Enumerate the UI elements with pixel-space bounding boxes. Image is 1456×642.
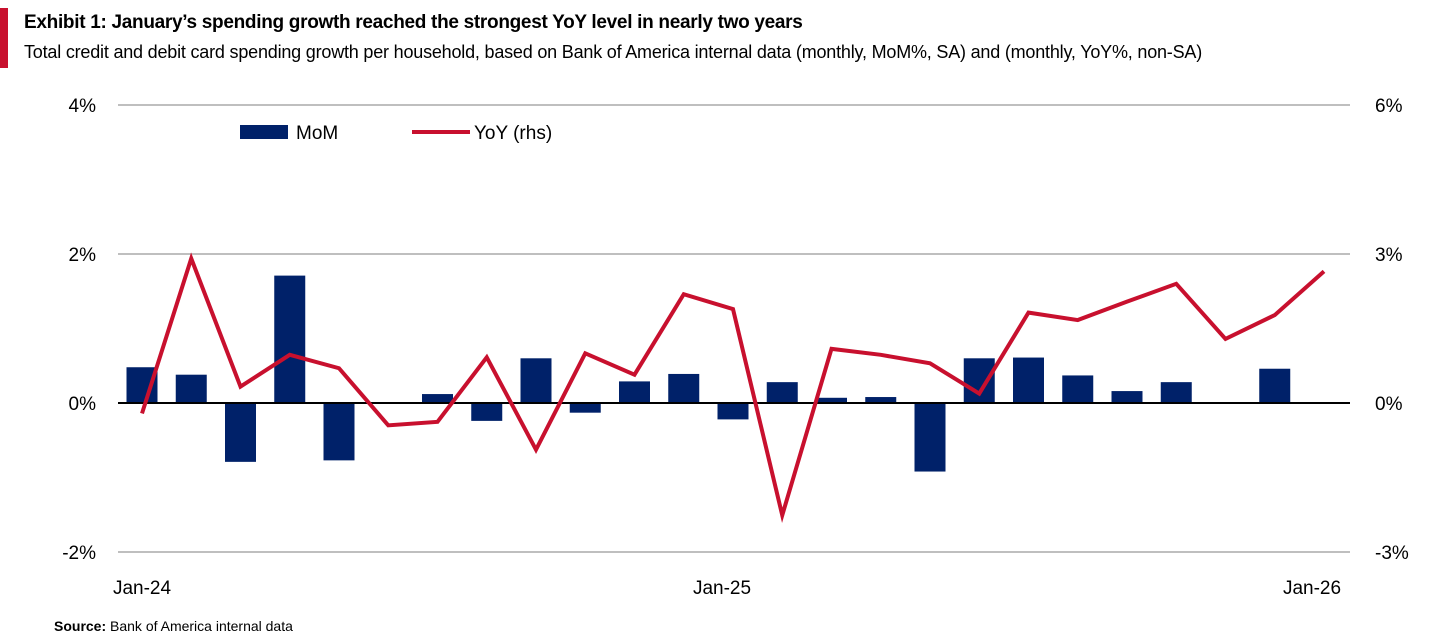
chart-subtitle: Total credit and debit card spending gro… [24,42,1203,62]
mom-bar-Jul-25 [1013,357,1044,403]
mom-bar-Sep-24 [520,358,552,403]
source-label: Source: [54,618,107,634]
mom-bar-Dec-24 [668,373,700,403]
legend-mom-swatch [240,125,288,139]
right-tick-label: 3% [1375,245,1403,266]
mom-bar-Jun-25 [963,358,995,403]
mom-bar-Feb-25 [766,382,798,403]
legend: MoM YoY (rhs) [240,123,552,144]
x-tick-label: Jan-24 [113,578,172,599]
legend-mom-label: MoM [296,123,338,144]
right-tick-label: -3% [1375,543,1409,564]
title-accent-bar [0,8,8,68]
mom-bar-Dec-25 [1259,368,1291,403]
mom-bar-Feb-24 [175,374,207,403]
mom-bar-Jul-24 [422,394,453,403]
mom-bar-May-25 [914,403,946,472]
mom-bar-Jan-25 [717,403,749,420]
left-tick-label: -2% [62,543,96,564]
x-tick-label: Jan-26 [1283,578,1341,599]
legend-yoy-label: YoY (rhs) [474,123,552,144]
mom-bar-May-24 [323,403,355,461]
yoy-line [140,252,1326,523]
mom-bar-Mar-24 [225,403,256,462]
left-tick-label: 2% [69,245,97,266]
x-tick-label: Jan-25 [693,578,751,599]
mom-bar-Mar-25 [816,397,847,403]
mom-bar-Aug-24 [471,403,503,421]
mom-bar-Sep-25 [1111,391,1143,403]
mom-bar-Apr-25 [865,397,897,403]
mom-bar-Nov-24 [619,381,650,403]
source-note: Source: Bank of America internal data [54,618,293,634]
source-text: Bank of America internal data [106,618,293,634]
mom-bar-Oct-25 [1160,382,1192,403]
right-tick-label: 0% [1375,394,1403,415]
right-tick-label: 6% [1375,96,1403,117]
mom-bar-Oct-24 [569,403,601,413]
left-tick-label: 4% [69,96,97,117]
mom-bar-Aug-25 [1062,375,1094,403]
mom-bar-Apr-24 [274,275,306,403]
left-tick-label: 0% [69,394,97,415]
chart-title: Exhibit 1: January’s spending growth rea… [24,12,803,33]
